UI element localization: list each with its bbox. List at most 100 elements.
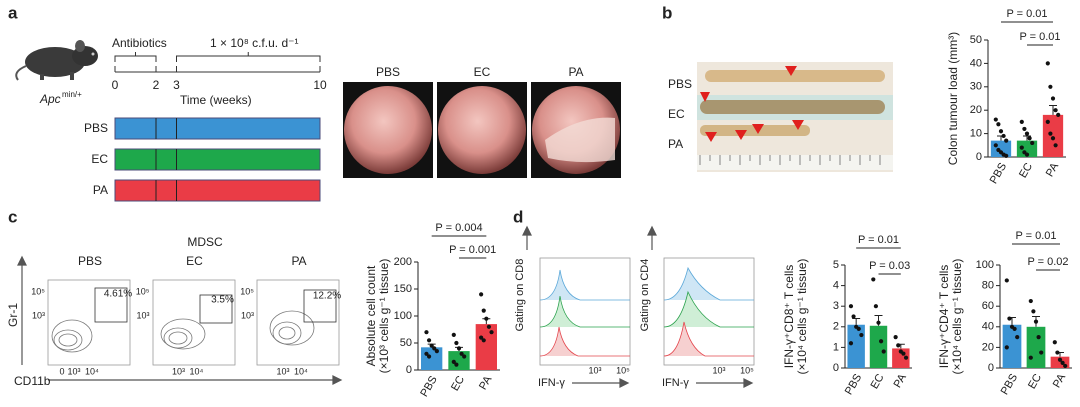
- p-value: P = 0.02: [1027, 256, 1068, 268]
- data-point: [879, 339, 884, 344]
- data-point: [462, 354, 467, 359]
- data-point: [856, 326, 861, 331]
- data-point: [1027, 136, 1032, 141]
- data-point: [454, 362, 459, 367]
- flow-tick-label: 10⁵: [136, 286, 150, 296]
- y-tick-label: 50: [400, 337, 412, 349]
- data-point: [481, 308, 486, 313]
- hist-tick-label: 10³: [712, 365, 725, 375]
- data-point: [424, 351, 429, 356]
- flow-tick-label: 10³: [276, 366, 289, 376]
- data-point: [859, 332, 864, 338]
- data-point: [1039, 350, 1044, 355]
- time-label: Time (weeks): [180, 93, 252, 107]
- mdsc-title: MDSC: [187, 235, 223, 249]
- data-point: [896, 343, 901, 348]
- data-point: [489, 330, 494, 335]
- flow-tick-label: 10⁵: [240, 286, 254, 296]
- y-tick-label: 60: [982, 300, 994, 312]
- timeline-tick-label: 0: [112, 78, 119, 92]
- data-point: [1033, 319, 1039, 324]
- y-tick-label: 4: [833, 280, 839, 292]
- data-point: [1036, 335, 1041, 340]
- y-axis-label: IFN-γ⁺CD4⁺ T cells: [937, 265, 951, 369]
- group-label: PA: [93, 183, 108, 197]
- bar: [421, 347, 443, 370]
- p-value: P = 0.001: [449, 244, 496, 256]
- y-tick-label: 20: [970, 104, 982, 116]
- y-tick-label: 0: [976, 151, 982, 163]
- data-point: [1019, 145, 1024, 150]
- data-point: [1063, 363, 1068, 369]
- data-point: [1060, 360, 1065, 365]
- flow-tick-label: 0: [59, 366, 64, 376]
- y-axis-label: (×10³ cells g⁻¹ tissue): [377, 259, 391, 374]
- bar: [869, 325, 888, 368]
- flow-tick-label: 10³: [32, 310, 45, 320]
- data-point: [1004, 345, 1009, 350]
- bar: [448, 351, 470, 370]
- data-point: [901, 351, 906, 356]
- data-point: [1004, 278, 1009, 283]
- flow-label: PA: [291, 254, 306, 268]
- flow-tick-label: 10⁴: [294, 366, 308, 376]
- data-point: [426, 354, 432, 359]
- colon-label: PBS: [668, 77, 692, 91]
- y-tick-label: 10: [970, 128, 982, 140]
- y-tick-label: 3: [833, 300, 839, 312]
- y-axis-label: (×10⁴ cells g⁻¹ tissue): [795, 259, 809, 375]
- antibiotics-label: Antibiotics: [112, 36, 167, 50]
- endoscopy-label: PBS: [376, 65, 400, 79]
- y-axis-label: Absolute cell count: [364, 265, 378, 366]
- data-point: [1028, 298, 1033, 304]
- data-point: [1031, 309, 1036, 314]
- mouse-icon: [15, 40, 98, 81]
- group-label: EC: [91, 152, 108, 166]
- histograms: [539, 257, 755, 366]
- bar: [847, 324, 865, 368]
- y-tick-label: 150: [394, 283, 412, 295]
- p-value: P = 0.03: [869, 260, 910, 272]
- bracket: [114, 52, 157, 62]
- data-point: [1012, 326, 1017, 331]
- flow-label: PBS: [78, 254, 102, 268]
- y-tick-label: 50: [970, 34, 982, 46]
- y-tick-label: 40: [982, 321, 994, 333]
- data-point: [459, 351, 464, 356]
- p-value: P = 0.01: [858, 234, 899, 246]
- data-point: [871, 277, 876, 282]
- data-point: [1052, 340, 1057, 345]
- y-tick-label: 1: [833, 341, 839, 353]
- hist-tick-label: 10⁵: [616, 365, 630, 375]
- panel-letter: a: [8, 3, 18, 22]
- data-point: [1007, 316, 1012, 321]
- panel-letter: c: [8, 207, 17, 226]
- flow-tick-label: 10⁴: [190, 366, 204, 376]
- gating-label: Gating on CD4: [639, 259, 651, 332]
- data-point: [893, 335, 898, 340]
- y-tick-label: 20: [982, 341, 994, 353]
- y-tick-label: 0: [988, 362, 994, 374]
- data-point: [1030, 140, 1035, 146]
- y-tick-label: 30: [970, 81, 982, 93]
- bar: [1042, 114, 1064, 157]
- dose-label: 1 × 10⁸ c.f.u. d⁻¹: [210, 36, 298, 50]
- data-point: [873, 304, 879, 309]
- gate-percent: 12.2%: [313, 291, 341, 302]
- data-point: [479, 335, 484, 340]
- data-point: [1048, 84, 1053, 89]
- endoscopy-label: PA: [568, 65, 583, 79]
- flow-tick-label: 10³: [241, 310, 254, 320]
- timeline-tick-label: 2: [153, 78, 160, 92]
- data-point: [851, 314, 856, 319]
- data-point: [1050, 136, 1056, 141]
- y-tick-label: 100: [394, 310, 412, 322]
- p-value: P = 0.01: [1006, 8, 1047, 20]
- data-point: [451, 332, 456, 337]
- data-point: [848, 304, 854, 309]
- group-bar: [114, 148, 321, 171]
- bracket: [176, 52, 321, 62]
- data-point: [1024, 131, 1030, 136]
- endoscopy-images: [343, 82, 621, 178]
